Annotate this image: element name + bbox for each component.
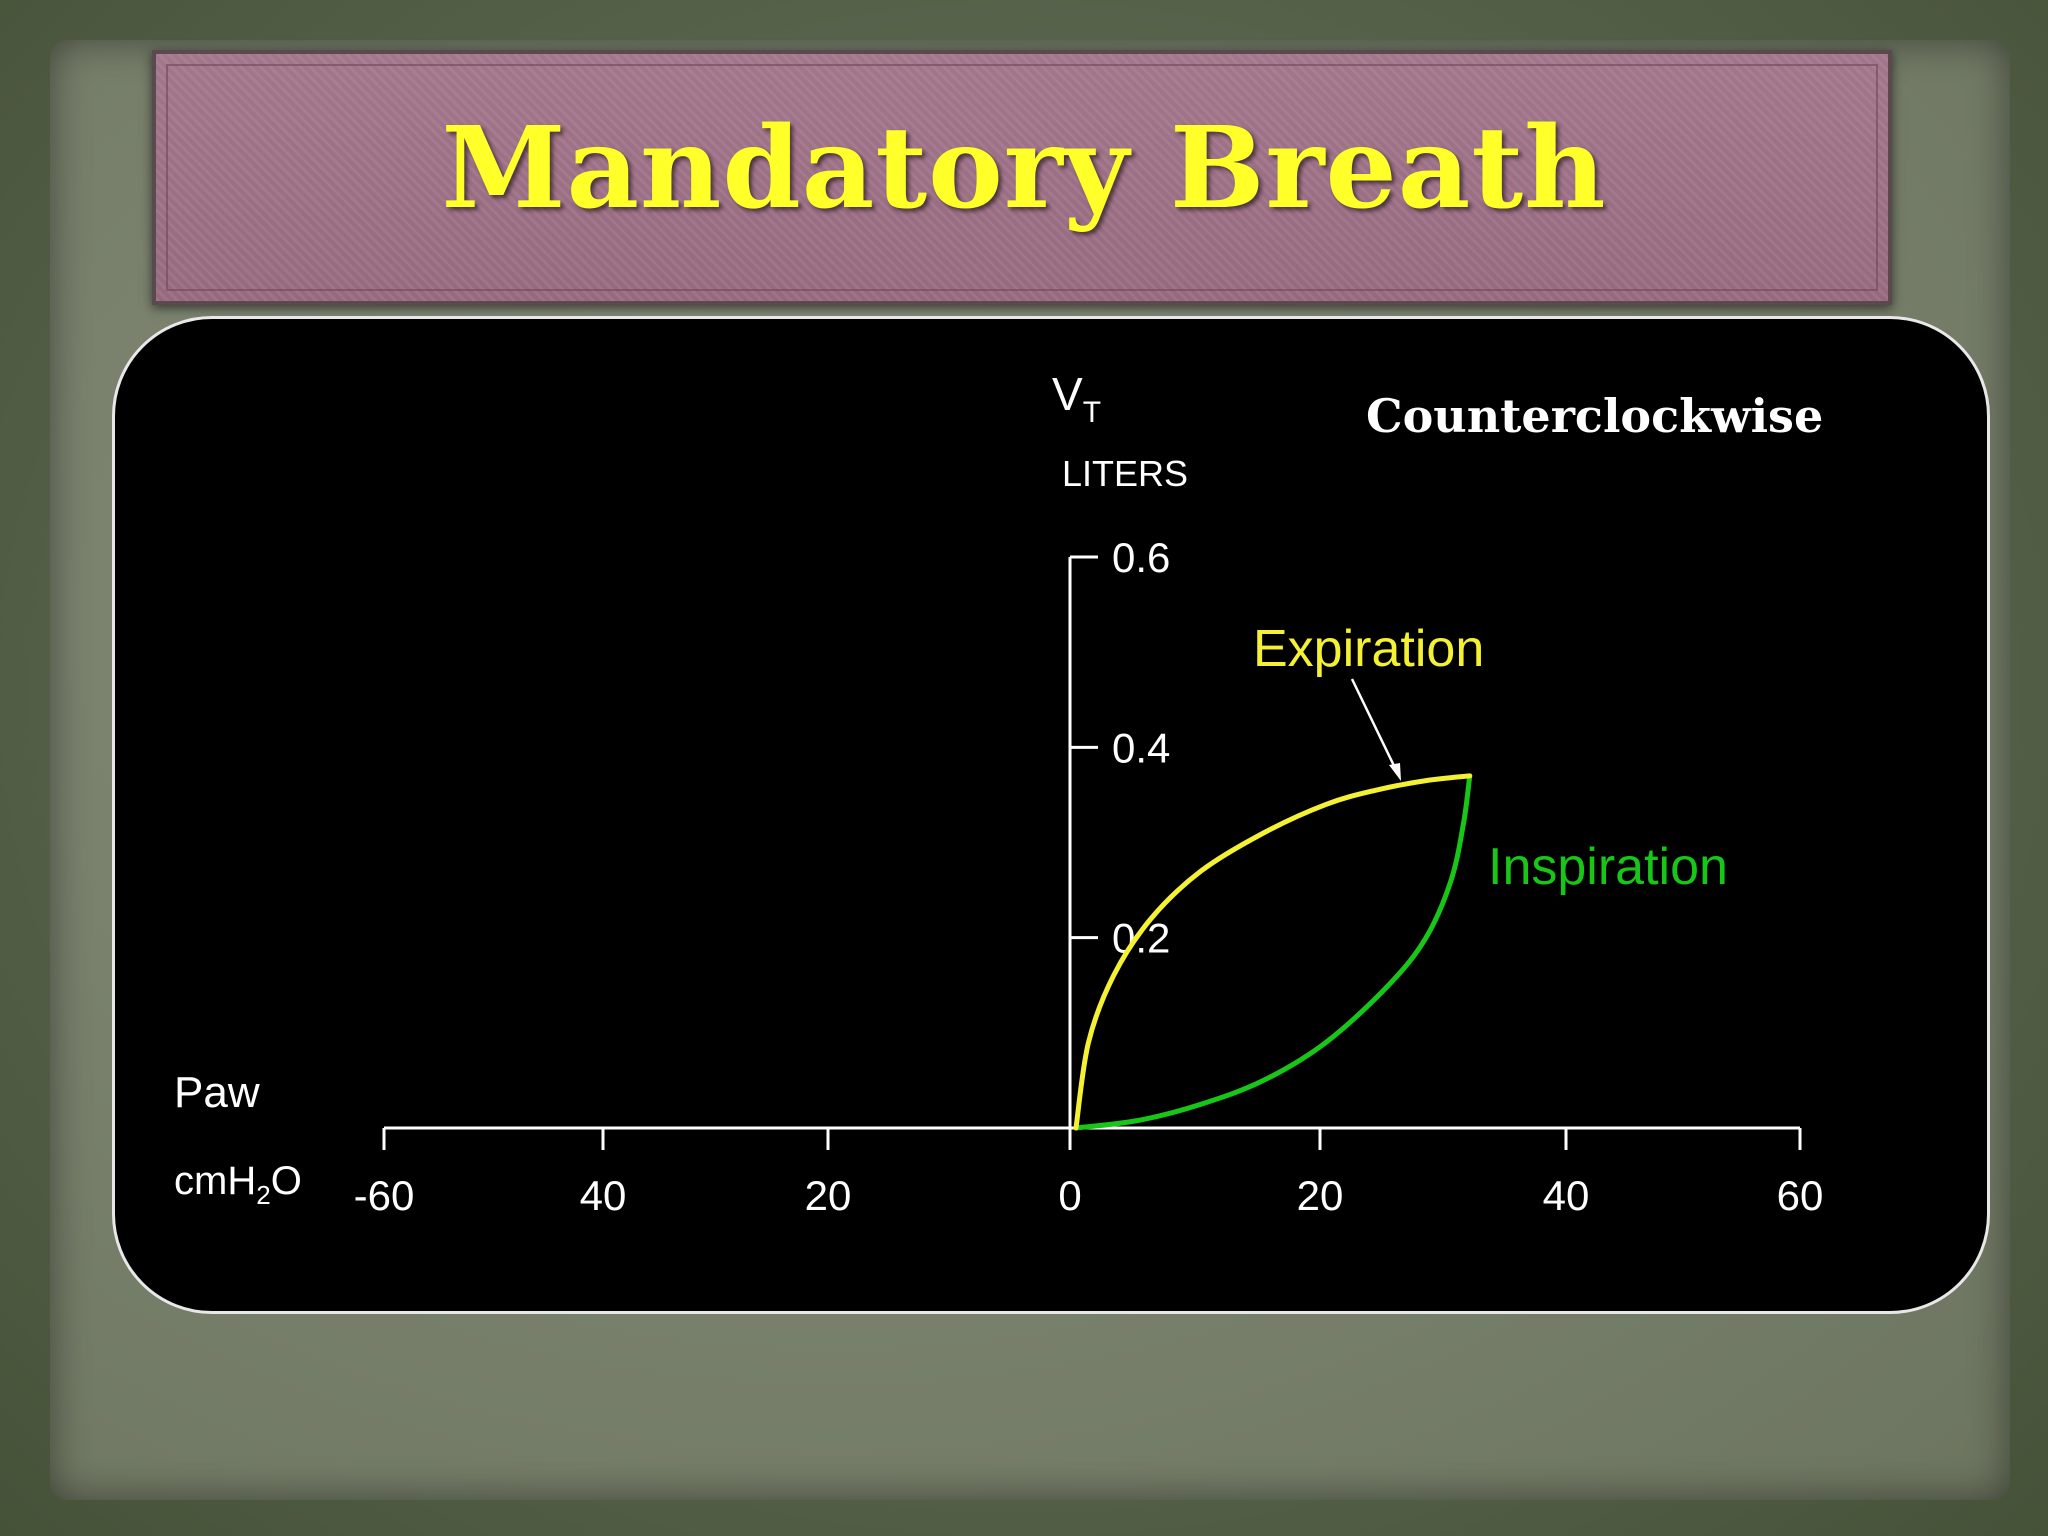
expiration-arrow-head — [1389, 763, 1401, 781]
expiration-annotation: Expiration — [1253, 620, 1484, 678]
y-axis-label-main: V — [1052, 368, 1083, 420]
y-axis-label: VT — [1052, 368, 1101, 429]
inspiration-annotation: Inspiration — [1488, 838, 1728, 896]
expiration-arrow-line — [1350, 678, 1399, 773]
inspiration-series-line — [1073, 773, 1473, 1131]
x-axis-ticks: -60 40 20 0 20 40 60 — [354, 1128, 1824, 1219]
x-tick-label: 20 — [805, 1172, 852, 1219]
y-tick-label: 0.2 — [1112, 915, 1170, 962]
y-axis-unit: LITERS — [1062, 453, 1188, 494]
x-axis-unit: cmH2O — [174, 1159, 302, 1210]
chart-subtitle: Counterclockwise — [1366, 389, 1823, 443]
chart-panel — [112, 316, 1990, 1314]
x-tick-label: 60 — [1777, 1172, 1824, 1219]
x-axis-unit-main: cmH — [174, 1159, 256, 1203]
y-tick-label: 0.4 — [1112, 724, 1170, 771]
x-tick-label: 40 — [1543, 1172, 1590, 1219]
title-banner — [152, 50, 1892, 305]
x-axis-label: Paw — [174, 1068, 260, 1117]
x-axis-unit-end: O — [271, 1159, 302, 1203]
x-tick-label: 0 — [1058, 1172, 1081, 1219]
y-tick-label: 0.6 — [1112, 534, 1170, 581]
slide-title: Mandatory Breath — [441, 103, 1607, 234]
title-banner-inner-border — [166, 64, 1878, 291]
x-tick-label: 20 — [1297, 1172, 1344, 1219]
x-tick-label: -60 — [354, 1172, 415, 1219]
y-axis-ticks: 0.2 0.4 0.6 — [1070, 534, 1170, 962]
x-axis-unit-subscript: 2 — [256, 1180, 270, 1210]
y-axis-label-subscript: T — [1083, 396, 1101, 429]
expiration-series-line — [1073, 773, 1473, 1131]
x-tick-label: 40 — [580, 1172, 627, 1219]
